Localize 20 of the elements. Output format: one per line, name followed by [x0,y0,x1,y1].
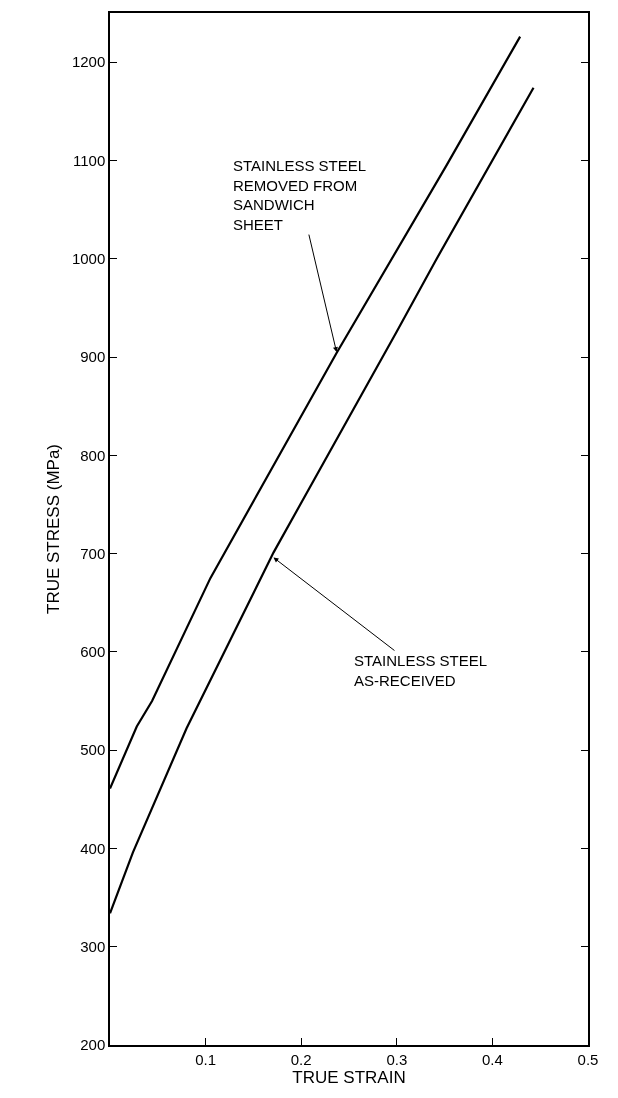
y-tick-label: 600 [80,643,106,661]
annotation: STAINLESS STEEL REMOVED FROM SANDWICH SHEET [233,157,367,233]
x-tick-label: 0.5 [577,1050,599,1068]
x-axis-title: TRUE STRAIN [292,1067,406,1087]
y-axis-title: TRUE STRESS (MPa) [43,443,63,615]
y-tick-label: 800 [80,446,106,464]
x-tick-label: 0.2 [290,1050,312,1068]
y-tick-label: 1200 [71,53,106,71]
x-tick-label: 0.1 [195,1050,217,1068]
y-tick-label: 700 [80,544,106,562]
y-tick-label: 1000 [71,249,106,267]
y-tick-label: 900 [80,348,106,366]
annotation: STAINLESS STEEL AS-RECEIVED [354,652,488,689]
x-tick-label: 0.3 [386,1050,408,1068]
y-tick-label: 500 [80,741,106,759]
y-tick-label: 300 [80,937,106,955]
y-tick-label: 200 [80,1036,106,1054]
y-tick-label: 400 [80,839,106,857]
y-tick-label: 1100 [72,151,106,169]
x-tick-label: 0.4 [481,1050,503,1068]
